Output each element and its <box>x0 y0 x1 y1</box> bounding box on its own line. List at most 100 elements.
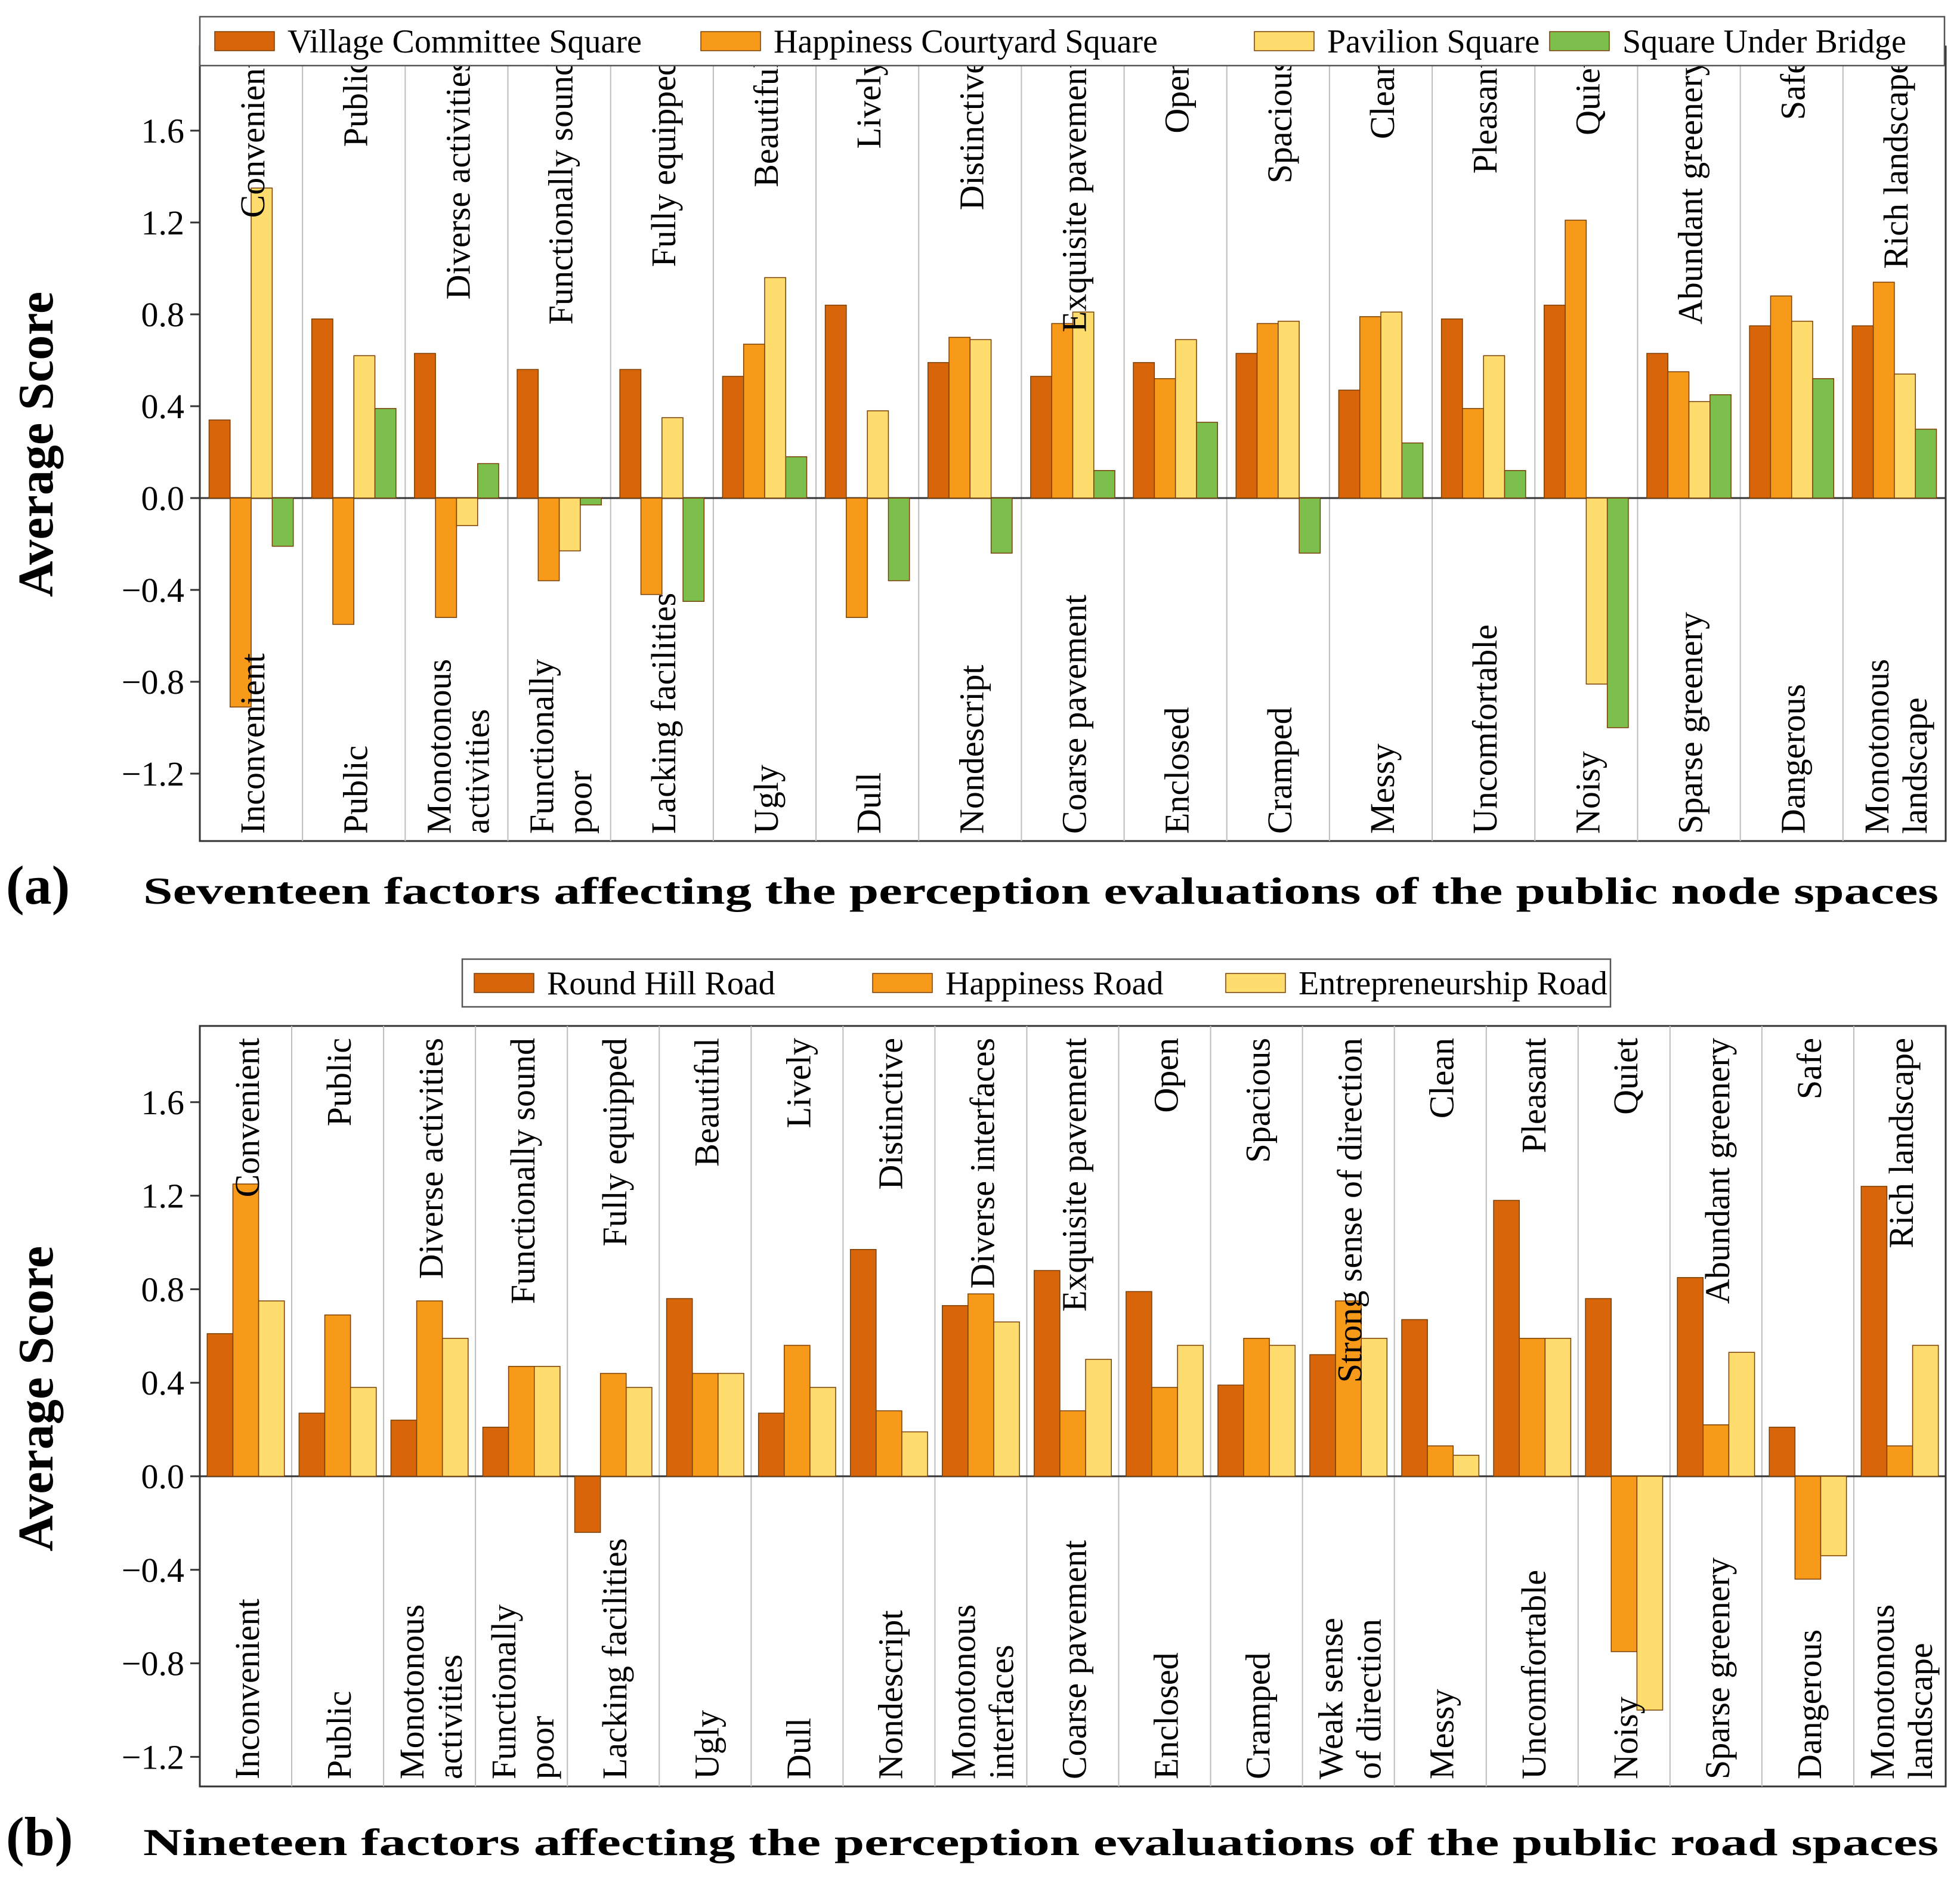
positive-factor-label: Open <box>1147 1038 1186 1113</box>
bar-pavilion-square <box>969 339 992 499</box>
bar-entrepreneurship-road <box>1544 1337 1572 1477</box>
bar-round-hill-road <box>574 1476 601 1533</box>
bar-happiness-road <box>324 1314 351 1477</box>
bar-happiness-road <box>1151 1387 1178 1477</box>
bar-pavilion-square <box>558 497 581 552</box>
positive-factor-label: Exquisite pavement <box>1055 1038 1094 1312</box>
positive-factor-label: Strong sense of direction <box>1331 1038 1369 1383</box>
bar-entrepreneurship-road <box>993 1321 1020 1477</box>
bar-round-hill-road <box>298 1412 326 1477</box>
y-tick-label: −1.2 <box>122 1738 184 1776</box>
bar-round-hill-road <box>849 1249 877 1477</box>
bar-happiness-road <box>1059 1410 1086 1477</box>
positive-factor-label: Functionally sound <box>503 1038 542 1304</box>
negative-factor-label: Noisy <box>1568 751 1607 834</box>
y-tick-label: −0.4 <box>122 571 184 610</box>
negative-factor-label: Monotonous <box>419 659 458 834</box>
bar-square-under-bridge <box>1606 497 1629 728</box>
bar-entrepreneurship-road <box>1820 1476 1847 1557</box>
negative-factor-label: Inconvenient <box>233 653 272 834</box>
legend-swatch <box>1549 31 1610 51</box>
bar-happiness-road <box>1427 1445 1454 1477</box>
bar-square-under-bridge <box>1299 497 1321 554</box>
bar-square-under-bridge <box>1915 428 1937 499</box>
negative-factor-label: Lacking facilities <box>644 593 683 834</box>
negative-factor-label: Messy <box>1423 1689 1461 1779</box>
bar-square-under-bridge <box>374 408 397 499</box>
chart-panel-a: 1.6 1.2 0.8 0.4 0.0 −0.4 −0.8 −1.2 Average Score… <box>6 16 1947 916</box>
bar-pavilion-square <box>456 497 478 526</box>
bar-square-under-bridge <box>1812 378 1835 499</box>
bar-village-committee-square <box>517 369 539 499</box>
negative-factor-label: Monotonous <box>1863 1605 1902 1779</box>
negative-factor-label: Public <box>336 746 375 834</box>
y-tick-label: 1.6 <box>141 112 185 150</box>
bar-pavilion-square <box>251 187 273 499</box>
y-tick-label: −0.8 <box>122 663 184 701</box>
bar-pavilion-square <box>1894 373 1916 499</box>
negative-factor-label: Dangerous <box>1790 1630 1829 1779</box>
bar-pavilion-square <box>1688 401 1711 499</box>
negative-factor-label: Functionally <box>523 659 561 834</box>
bar-happiness-courtyard-square <box>1154 378 1176 499</box>
negative-factor-label: Ugly <box>747 765 786 834</box>
positive-factor-label: Abundant greenery <box>1671 58 1710 324</box>
bar-happiness-road <box>1335 1300 1362 1477</box>
positive-factor-label: Lively <box>779 1038 818 1128</box>
bar-happiness-road <box>1243 1337 1270 1477</box>
bar-village-committee-square <box>1749 325 1772 499</box>
bar-square-under-bridge <box>580 497 602 506</box>
positive-factor-label: Spacious <box>1239 1038 1278 1163</box>
bar-round-hill-road <box>758 1412 785 1477</box>
bar-happiness-road <box>784 1344 811 1477</box>
negative-factor-label: Monotonous <box>392 1605 431 1779</box>
bar-village-committee-square <box>414 353 436 499</box>
panel-label: (b) <box>6 1806 73 1867</box>
positive-factor-label: Rich landscape <box>1882 1038 1921 1248</box>
bar-village-committee-square <box>1440 318 1463 499</box>
legend-entry: Happiness Road <box>945 965 1164 1002</box>
bar-happiness-road <box>508 1366 535 1477</box>
bar-happiness-road <box>1794 1476 1822 1580</box>
bar-round-hill-road <box>941 1305 969 1477</box>
bar-happiness-courtyard-square <box>435 497 457 618</box>
bar-village-committee-square <box>1235 353 1258 499</box>
bar-entrepreneurship-road <box>901 1431 928 1477</box>
legend-swatch <box>872 973 933 993</box>
positive-factor-label: Exquisite pavement <box>1055 58 1094 332</box>
bar-square-under-bridge <box>785 456 808 499</box>
bar-village-committee-square <box>1338 389 1361 499</box>
positive-factor-label: Safe <box>1790 1038 1829 1099</box>
bar-square-under-bridge <box>271 497 294 547</box>
positive-factor-label: Diverse activities <box>438 58 477 299</box>
bar-round-hill-road <box>1401 1319 1428 1477</box>
positive-factor-label: Functionally sound <box>542 58 580 324</box>
bar-entrepreneurship-road <box>1177 1344 1204 1477</box>
negative-factor-label: Sparse greenery <box>1698 1557 1737 1779</box>
bar-entrepreneurship-road <box>258 1300 285 1477</box>
bar-entrepreneurship-road <box>534 1366 561 1477</box>
positive-factor-label: Pleasant <box>1514 1038 1553 1153</box>
bar-round-hill-road <box>1677 1277 1704 1477</box>
negative-factor-label: Lacking facilities <box>595 1538 634 1779</box>
y-tick-label: 0.8 <box>141 295 185 334</box>
positive-factor-label: Beautiful <box>687 1038 726 1167</box>
bar-pavilion-square <box>1278 320 1300 499</box>
negative-factor-label: poor <box>523 1716 561 1779</box>
bar-village-committee-square <box>1646 353 1669 499</box>
bar-pavilion-square <box>1483 355 1505 499</box>
negative-factor-label: Monotonous <box>1857 659 1896 834</box>
positive-factor-label: Clean <box>1423 1038 1461 1118</box>
bar-happiness-road <box>416 1300 443 1477</box>
panel-caption: Nineteen factors affecting the perceptio… <box>143 1821 1939 1863</box>
bar-square-under-bridge <box>1504 470 1526 499</box>
bar-pavilion-square <box>1791 320 1813 499</box>
negative-factor-label: Enclosed <box>1158 707 1197 834</box>
positive-factor-label: Public <box>320 1038 358 1126</box>
bar-happiness-road <box>967 1293 994 1477</box>
bar-village-committee-square <box>824 304 847 499</box>
negative-factor-label: Functionally <box>484 1605 523 1779</box>
positive-factor-label: Diverse activities <box>412 1038 450 1279</box>
bar-round-hill-road <box>1769 1426 1796 1477</box>
